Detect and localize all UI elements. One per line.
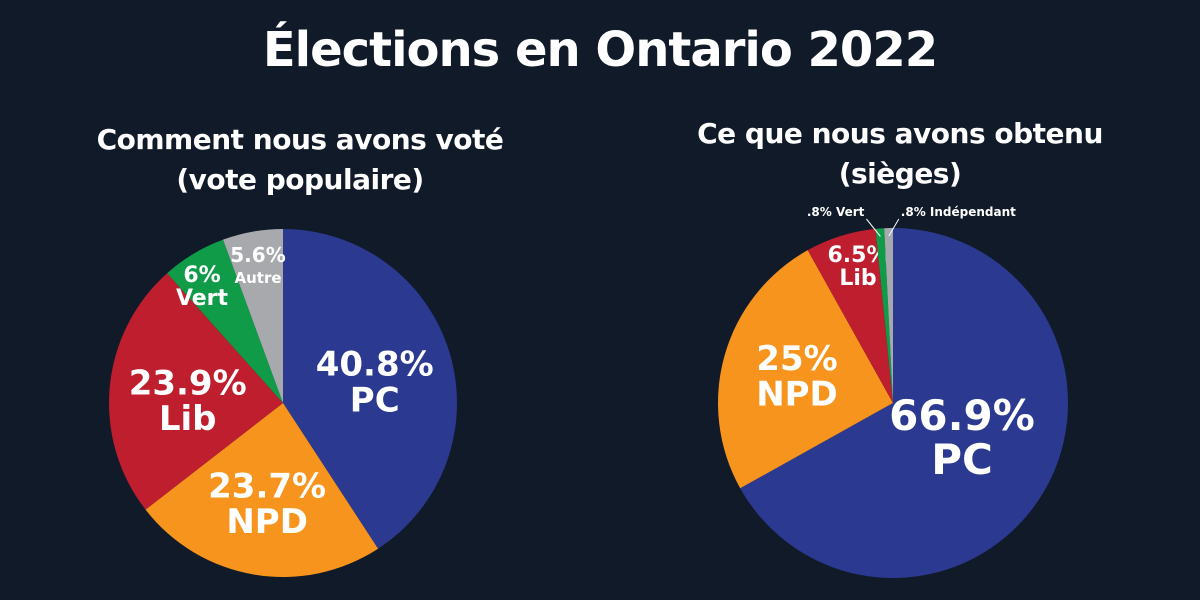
leader-line <box>888 218 900 237</box>
data-label: .8% Vert <box>807 205 865 219</box>
chart-title-seats: Ce que nous avons obtenu (sièges) <box>640 114 1160 194</box>
chart-title-line-1: Comment nous avons voté <box>96 123 504 156</box>
pie-slice-indpendant <box>884 228 893 403</box>
pie-slice-lib <box>109 273 284 510</box>
data-label-percent: 6% <box>183 263 220 288</box>
chart-title-line-1: Ce que nous avons obtenu <box>697 117 1103 150</box>
data-label-party: Autre <box>234 269 281 287</box>
pie-slice-vert <box>875 228 893 403</box>
data-label-party: Lib <box>839 266 876 291</box>
data-label-percent: 23.7% <box>208 466 326 506</box>
data-label: .8% Indépendant <box>901 205 1016 219</box>
chart-title-line-2: (sièges) <box>838 157 962 190</box>
main-title: Élections en Ontario 2022 <box>262 22 938 78</box>
data-label-percent: 40.8% <box>316 345 434 385</box>
pie-slice-lib <box>807 228 893 403</box>
data-label-percent: 25% <box>756 339 837 379</box>
leader-line <box>866 218 881 237</box>
pie-slice-pc <box>740 228 1068 578</box>
data-label-percent: 66.9% <box>889 391 1035 440</box>
data-label-party: PC <box>350 380 400 420</box>
data-label-party: Vert <box>176 286 229 311</box>
pie-slice-npd <box>717 250 893 489</box>
data-label-party: PC <box>931 435 993 484</box>
pie-slice-pc <box>283 229 457 549</box>
data-label-party: NPD <box>756 375 838 415</box>
pie-slice-npd <box>145 403 379 577</box>
chart-title-popular-vote: Comment nous avons voté (vote populaire) <box>40 120 560 200</box>
data-label-party: NPD <box>226 502 308 542</box>
data-label-percent: 23.9% <box>129 363 247 403</box>
pie-slice-vert <box>167 239 283 403</box>
pie-slice-autre <box>223 229 283 403</box>
chart-title-line-2: (vote populaire) <box>176 163 424 196</box>
data-label-party: Lib <box>159 399 217 439</box>
data-label-percent: 5.6% <box>230 243 285 267</box>
